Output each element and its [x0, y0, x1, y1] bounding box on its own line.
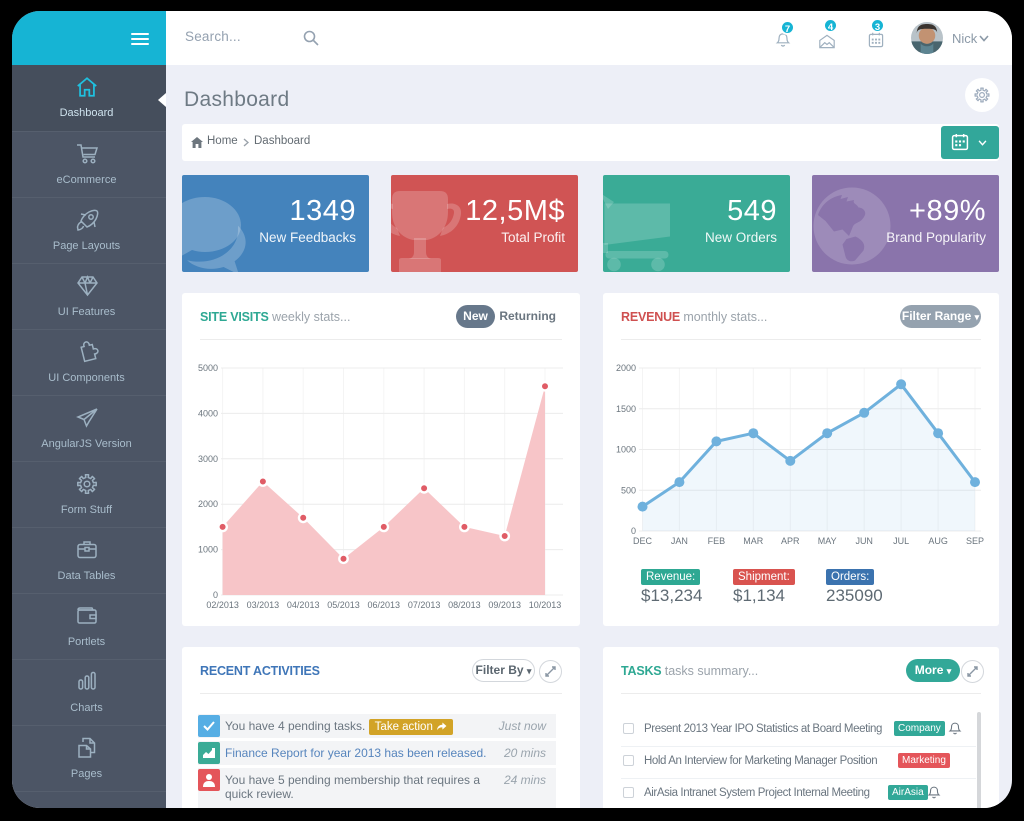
svg-text:SEP: SEP	[966, 536, 984, 546]
svg-text:05/2013: 05/2013	[327, 600, 360, 610]
svg-text:JAN: JAN	[671, 536, 688, 546]
svg-text:06/2013: 06/2013	[368, 600, 401, 610]
svg-text:5000: 5000	[198, 363, 218, 373]
svg-text:MAY: MAY	[818, 536, 837, 546]
svg-text:0: 0	[213, 590, 218, 600]
svg-text:4000: 4000	[198, 408, 218, 418]
svg-text:APR: APR	[781, 536, 800, 546]
svg-text:09/2013: 09/2013	[488, 600, 521, 610]
svg-text:02/2013: 02/2013	[206, 600, 239, 610]
svg-text:1500: 1500	[616, 404, 636, 414]
svg-text:1000: 1000	[198, 545, 218, 555]
svg-text:03/2013: 03/2013	[247, 600, 280, 610]
svg-text:MAR: MAR	[743, 536, 764, 546]
svg-text:08/2013: 08/2013	[448, 600, 481, 610]
svg-text:DEC: DEC	[633, 536, 653, 546]
svg-text:10/2013: 10/2013	[529, 600, 562, 610]
svg-text:AUG: AUG	[928, 536, 948, 546]
svg-text:JUL: JUL	[893, 536, 909, 546]
svg-text:500: 500	[621, 485, 636, 495]
svg-text:3000: 3000	[198, 454, 218, 464]
svg-text:2000: 2000	[198, 499, 218, 509]
svg-text:FEB: FEB	[708, 536, 726, 546]
svg-text:0: 0	[631, 526, 636, 536]
svg-text:2000: 2000	[616, 363, 636, 373]
svg-text:04/2013: 04/2013	[287, 600, 320, 610]
svg-text:JUN: JUN	[855, 536, 873, 546]
svg-text:1000: 1000	[616, 445, 636, 455]
svg-text:07/2013: 07/2013	[408, 600, 441, 610]
